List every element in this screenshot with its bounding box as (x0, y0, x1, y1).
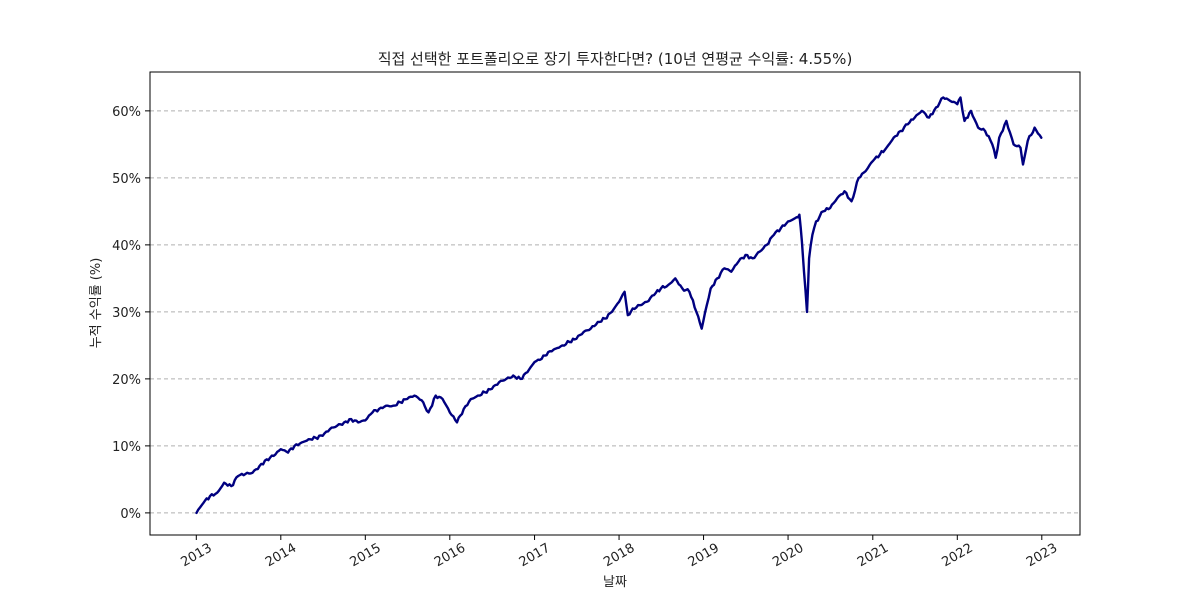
y-tick-label: 30% (112, 306, 141, 321)
chart-title: 직접 선택한 포트폴리오로 장기 투자한다면? (10년 연평균 수익률: 4.… (378, 50, 853, 68)
y-tick-label: 60% (112, 105, 141, 120)
y-tick-label: 10% (112, 440, 141, 455)
y-axis-label: 누적 수익률 (%) (89, 258, 104, 349)
y-tick-label: 40% (112, 239, 141, 254)
y-axis: 0% 10% 20% 30% 40% 50% 60% (112, 105, 150, 522)
y-tick-label: 0% (120, 507, 141, 522)
x-axis-label: 날짜 (603, 575, 627, 590)
plot-frame (149, 71, 1081, 536)
series-line-0 (195, 96, 1043, 515)
y-tick-label: 50% (112, 172, 141, 187)
y-tick-label: 20% (112, 373, 141, 388)
gridlines (150, 110, 1080, 514)
series-layer (195, 96, 1043, 515)
